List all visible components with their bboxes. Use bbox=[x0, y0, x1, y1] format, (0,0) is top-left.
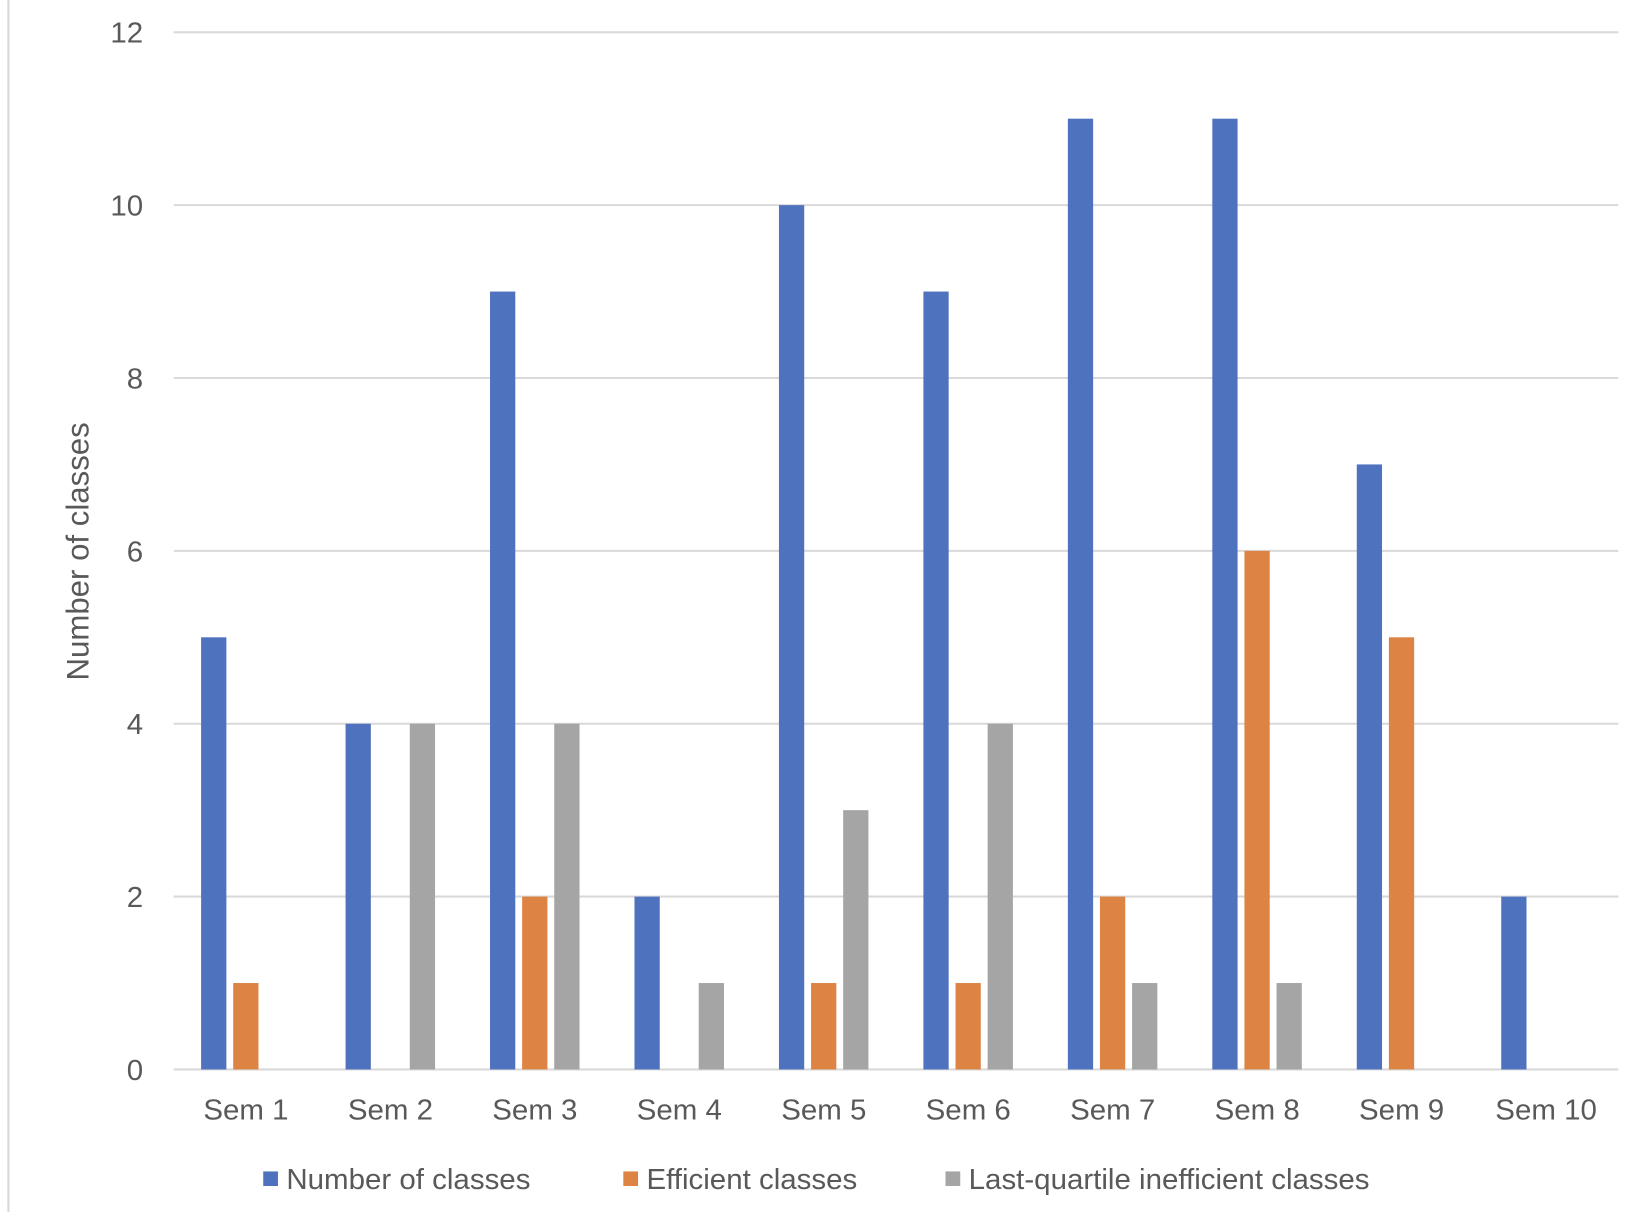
y-tick-label: 2 bbox=[127, 881, 143, 914]
bar-efficient-classes bbox=[811, 983, 837, 1070]
bar-last-quartile-inefficient-classes bbox=[987, 723, 1013, 1070]
bar-number-of-classes bbox=[490, 291, 516, 1070]
y-axis-label: Number of classes bbox=[60, 422, 95, 680]
bar-number-of-classes bbox=[634, 896, 660, 1070]
bar-number-of-classes bbox=[1067, 118, 1094, 1070]
x-tick-label: Sem 4 bbox=[637, 1094, 722, 1127]
y-tick-label: 12 bbox=[110, 17, 143, 50]
bar-last-quartile-inefficient-classes bbox=[409, 723, 436, 1070]
y-tick-label: 0 bbox=[127, 1054, 143, 1087]
bar-number-of-classes bbox=[923, 291, 949, 1070]
bar-efficient-classes bbox=[1388, 637, 1415, 1070]
bar-last-quartile-inefficient-classes bbox=[843, 810, 869, 1070]
x-tick-label: Sem 2 bbox=[348, 1094, 433, 1127]
legend-label: Number of classes bbox=[286, 1163, 530, 1196]
y-tick-label: 8 bbox=[127, 363, 143, 396]
x-tick-label: Sem 8 bbox=[1215, 1094, 1300, 1127]
y-tick-label: 10 bbox=[110, 190, 143, 223]
x-tick-label: Sem 9 bbox=[1359, 1094, 1444, 1127]
bar-last-quartile-inefficient-classes bbox=[554, 723, 580, 1070]
bar-efficient-classes bbox=[955, 983, 981, 1070]
bar-number-of-classes bbox=[201, 637, 227, 1070]
bar-number-of-classes bbox=[778, 205, 805, 1070]
bar-number-of-classes bbox=[345, 723, 371, 1070]
x-tick-label: Sem 5 bbox=[781, 1094, 866, 1127]
bar-efficient-classes bbox=[1099, 896, 1126, 1070]
bar-number-of-classes bbox=[1212, 118, 1238, 1070]
legend-label: Efficient classes bbox=[646, 1163, 857, 1196]
bar-efficient-classes bbox=[1244, 550, 1270, 1070]
legend-label: Last-quartile inefficient classes bbox=[969, 1163, 1370, 1196]
x-tick-label: Sem 10 bbox=[1495, 1094, 1597, 1127]
bar-efficient-classes bbox=[522, 896, 548, 1070]
x-tick-label: Sem 1 bbox=[203, 1094, 288, 1127]
legend-swatch bbox=[263, 1171, 278, 1186]
bar-last-quartile-inefficient-classes bbox=[1132, 983, 1158, 1070]
bar-last-quartile-inefficient-classes bbox=[698, 983, 724, 1070]
legend-swatch bbox=[623, 1171, 639, 1186]
x-tick-label: Sem 6 bbox=[926, 1094, 1011, 1127]
bar-last-quartile-inefficient-classes bbox=[1276, 983, 1302, 1070]
y-tick-label: 4 bbox=[127, 708, 143, 741]
bar-number-of-classes bbox=[1501, 896, 1527, 1070]
bar-number-of-classes bbox=[1356, 464, 1383, 1070]
x-tick-label: Sem 7 bbox=[1070, 1094, 1155, 1127]
bar-efficient-classes bbox=[233, 983, 259, 1070]
y-tick-label: 6 bbox=[127, 535, 143, 568]
x-tick-label: Sem 3 bbox=[492, 1094, 577, 1127]
legend-swatch bbox=[945, 1171, 961, 1186]
